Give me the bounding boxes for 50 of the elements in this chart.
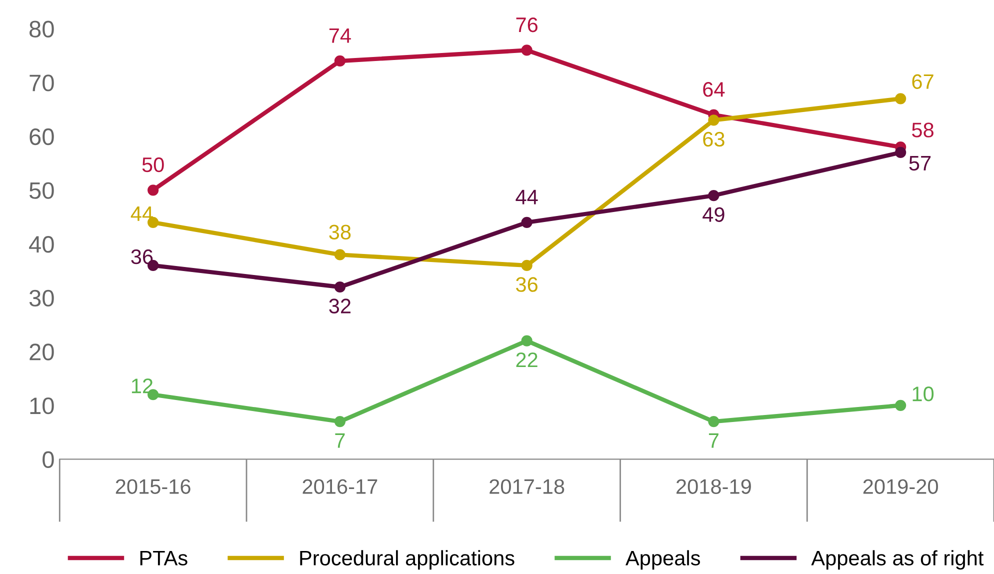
point [148,184,159,196]
legend-label: PTAs [140,550,188,566]
point [521,216,532,228]
y-tick-label: 30 [29,290,54,307]
data-label: 10 [912,386,934,402]
point [334,281,346,293]
data-label: 44 [516,190,538,204]
data-label: 49 [702,207,724,222]
point [708,416,720,428]
data-label: 36 [516,277,538,292]
data-label: 58 [912,122,934,138]
x-tick-label: 2015-16 [116,479,190,494]
point [334,416,346,428]
legend-label: Appeals [626,550,700,570]
data-label: 32 [329,298,350,314]
x-tick-label: 2018-19 [676,479,751,494]
point [895,146,906,158]
data-label: 22 [516,352,538,368]
point [895,93,906,104]
y-tick-label: 70 [30,74,54,92]
x-tick-label: 2017-18 [490,479,564,494]
data-label: 76 [516,17,538,32]
legend-label: Appeals as of right [811,550,984,570]
y-tick-label: 40 [29,236,54,253]
point [521,44,532,56]
point [708,114,720,126]
data-label: 57 [909,156,931,171]
y-tick-label: 50 [29,182,54,199]
point [334,55,346,67]
point [708,190,720,202]
x-tick-label: 2016-17 [302,479,378,494]
y-tick-label: 80 [30,20,54,38]
data-label: 74 [329,28,351,43]
y-tick-label: 60 [30,128,54,146]
legend-label: Procedural applications [300,550,514,570]
data-label: 64 [703,82,725,97]
y-tick-label: 20 [30,344,54,360]
data-label: 38 [329,224,351,240]
point [895,400,906,411]
point [521,260,532,272]
y-tick-label: 0 [42,451,54,468]
y-tick-label: 10 [30,397,54,414]
data-label: 7 [708,433,718,448]
data-label: 63 [703,132,724,147]
data-label: 7 [335,433,345,448]
x-tick-label: 2019-20 [863,479,938,494]
point [521,335,532,346]
data-label: 50 [142,157,164,172]
point [334,249,346,260]
data-label: 67 [912,74,934,89]
